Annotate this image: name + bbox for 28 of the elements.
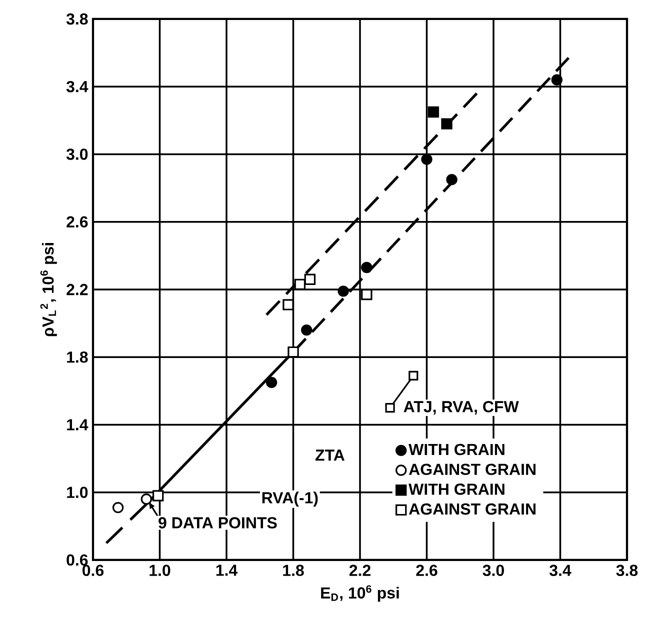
legend-label: WITH GRAIN xyxy=(408,484,504,495)
y-tick-label: 1.0 xyxy=(67,486,88,498)
y-tick-label: 3.4 xyxy=(66,80,88,92)
y-tick-label: 3.0 xyxy=(66,148,88,160)
annotation: ATJ, RVA, CFW xyxy=(404,401,519,415)
x-axis-title: E$_{D}$, 10$^{6}$ psi xyxy=(321,585,399,602)
x-tick-label: 2.6 xyxy=(416,564,438,576)
y-tick-label: 3.8 xyxy=(66,13,88,25)
x-tick-label: 3.0 xyxy=(482,564,504,576)
y-tick-label: 0.6 xyxy=(66,554,88,566)
y-tick-label: 1.4 xyxy=(67,419,88,430)
x-tick-label: 1.8 xyxy=(283,564,304,576)
legend-label: WITH GRAIN xyxy=(408,444,504,456)
y-axis-title: ρV$_{L}$$^{2}$, 10$^{6}$ psi xyxy=(40,243,57,336)
x-tick-label: 1.4 xyxy=(216,564,238,576)
y-tick-label: 2.2 xyxy=(66,284,88,296)
annotation: RVA(-1) xyxy=(262,492,318,507)
annotation: 9 DATA POINTS xyxy=(158,517,277,528)
x-tick-label: 2.2 xyxy=(349,564,370,576)
y-tick-label: 2.6 xyxy=(66,216,88,228)
x-tick-label: 1.0 xyxy=(150,564,170,576)
y-tick-label: 1.8 xyxy=(67,351,88,363)
x-tick-label: 3.8 xyxy=(616,564,638,576)
x-tick-label: 0.6 xyxy=(82,564,104,576)
x-tick-label: 3.4 xyxy=(550,564,572,576)
legend-label: AGAINST GRAIN xyxy=(408,464,536,476)
legend-label: AGAINST GRAIN xyxy=(408,503,536,515)
annotation: ZTA xyxy=(315,450,344,461)
